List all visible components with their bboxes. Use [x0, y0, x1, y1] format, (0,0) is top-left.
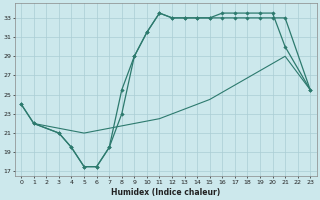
X-axis label: Humidex (Indice chaleur): Humidex (Indice chaleur) [111, 188, 220, 197]
